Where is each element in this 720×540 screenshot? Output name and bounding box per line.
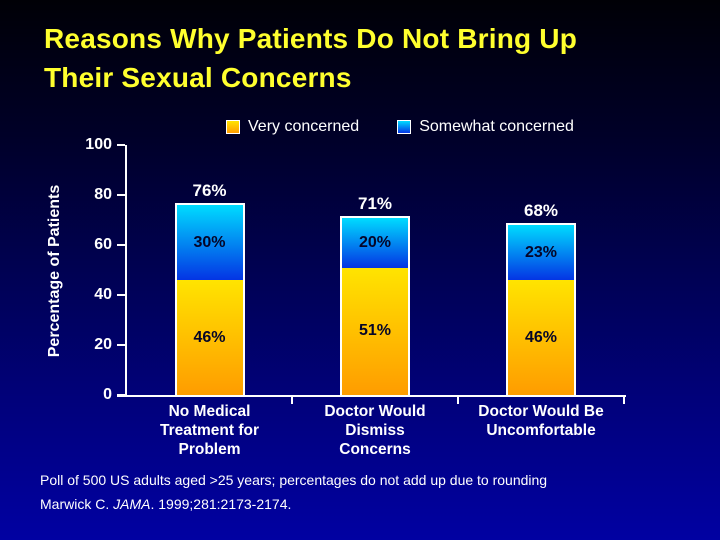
legend-swatch-icon: [226, 120, 240, 134]
stacked-bar: 20% 51%: [340, 215, 410, 397]
y-axis-tick-label: 0: [103, 386, 112, 403]
segment-somewhat-concerned: 23%: [508, 225, 574, 280]
segment-very-concerned: 46%: [508, 280, 574, 395]
segment-somewhat-concerned: 30%: [176, 205, 243, 280]
segment-value-label: 20%: [358, 233, 392, 251]
citation-author: Marwick C.: [40, 496, 114, 512]
category-label: Doctor Would Be Uncomfortable: [478, 403, 604, 439]
y-axis-tick: [117, 294, 125, 296]
y-axis-tick-label: 40: [94, 286, 112, 303]
legend-swatch-icon: [397, 120, 412, 134]
category-label: No Medical Treatment for Problem: [159, 403, 260, 458]
legend-item: Somewhat concerned: [397, 118, 574, 136]
segment-value-label: 30%: [193, 233, 226, 251]
y-axis-tick-label: 100: [85, 136, 112, 153]
slide-title: Reasons Why Patients Do Not Bring Up The…: [44, 23, 578, 93]
segment-somewhat-concerned: 20%: [342, 217, 408, 268]
segment-value-label: 23%: [524, 243, 558, 261]
footnote-text: Poll of 500 US adults aged >25 years; pe…: [40, 472, 548, 488]
stacked-bar: 23% 46%: [506, 223, 576, 397]
footnote: Poll of 500 US adults aged >25 years; pe…: [40, 468, 547, 516]
x-axis-tick: [623, 395, 625, 404]
segment-very-concerned: 51%: [342, 267, 408, 395]
y-axis-tick-label: 20: [94, 336, 112, 353]
bar-total-label: 68%: [523, 201, 559, 220]
segment-value-label: 46%: [524, 328, 558, 346]
bar-total-label: 71%: [357, 193, 393, 213]
stacked-bar: 30% 46%: [174, 203, 245, 397]
legend-label: Somewhat concerned: [419, 118, 574, 135]
y-axis-tick-label: 60: [94, 236, 112, 253]
chart-legend: Very concerned Somewhat concerned: [226, 118, 574, 136]
legend-item: Very concerned: [226, 118, 359, 136]
y-axis-tick: [117, 194, 125, 196]
y-axis-tick: [117, 144, 125, 146]
legend-label: Very concerned: [248, 118, 360, 135]
y-axis-tick: [117, 244, 125, 246]
segment-value-label: 51%: [358, 322, 392, 340]
y-axis-line: [125, 145, 127, 397]
x-axis-tick: [291, 395, 293, 404]
y-axis-tick: [117, 344, 125, 346]
citation-detail: . 1999;281:2173-2174.: [150, 496, 292, 512]
citation-journal-name: JAMA: [113, 496, 151, 512]
bar-total-label: 76%: [192, 181, 227, 200]
category-label: Doctor Would Dismiss Concerns: [324, 403, 426, 458]
segment-very-concerned: 46%: [176, 280, 243, 395]
segment-value-label: 46%: [193, 328, 226, 346]
citation: Marwick C. JAMA. 1999;281:2173-2174.: [40, 492, 547, 516]
y-axis-tick: [117, 394, 125, 396]
y-axis-tick-label: 80: [94, 186, 112, 203]
x-axis-tick: [457, 395, 459, 404]
